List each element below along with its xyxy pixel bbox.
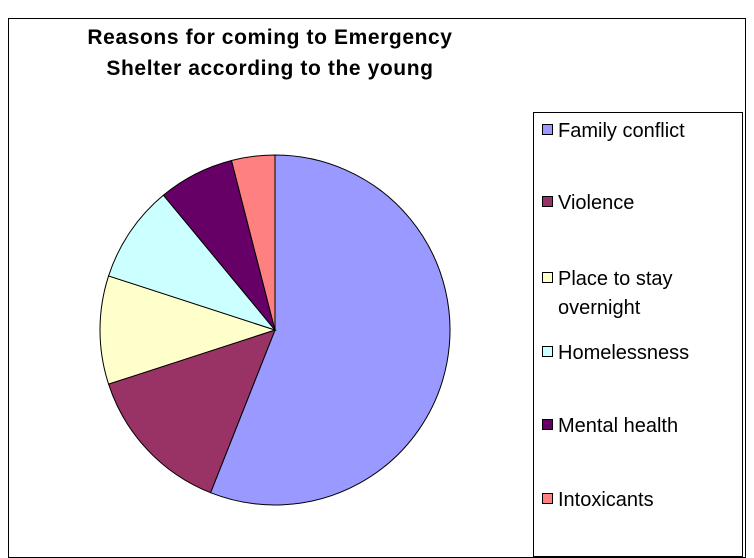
legend-item-violence: Violence: [542, 189, 733, 218]
legend-label: Mental health: [558, 415, 679, 437]
legend-swatch: [542, 493, 553, 504]
legend-swatch: [542, 346, 553, 357]
chart-title-line-1: Reasons for coming to Emergency: [87, 26, 453, 49]
legend-label: Place to stay overnight: [558, 268, 673, 319]
legend-item-place-to-stay: Place to stay overnight: [542, 265, 718, 323]
legend-item-family-conflict: Family conflict: [542, 117, 733, 146]
legend-label: Violence: [558, 192, 635, 214]
pie-slice-homelessness: [107, 194, 277, 332]
legend-item-intoxicants: Intoxicants: [542, 486, 733, 515]
legend-swatch: [542, 272, 553, 283]
legend-label: Homelessness: [558, 342, 690, 364]
legend-swatch: [542, 419, 553, 430]
legend-swatch: [542, 124, 553, 135]
legend-label: Family conflict: [558, 120, 685, 142]
chart-title-line-2: Shelter according to the young: [106, 57, 434, 80]
chart-title: Reasons for coming to Emergency Shelter …: [0, 22, 540, 84]
legend-item-homelessness: Homelessness: [542, 339, 733, 368]
pie-slice-intoxicants: [230, 154, 276, 331]
pie-slice-place-to-stay-overnight: [99, 275, 277, 385]
legend-item-mental-health: Mental health: [542, 412, 733, 441]
pie-slice-family-conflict: [209, 154, 451, 506]
legend-swatch: [542, 196, 553, 207]
legend-label: Intoxicants: [558, 489, 654, 511]
legend: Family conflict Violence Place to stay o…: [533, 112, 743, 557]
